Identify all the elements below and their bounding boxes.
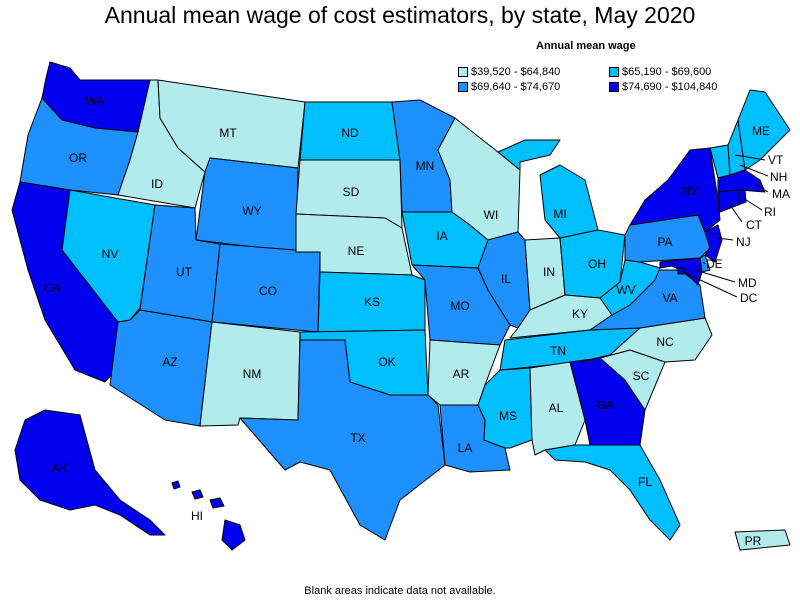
state-label-AZ: AZ [162, 355, 177, 369]
state-label-RI: RI [764, 205, 776, 219]
state-label-NM: NM [243, 367, 262, 381]
state-label-NJ: NJ [736, 235, 751, 249]
legend-item-2: $65,190 - $69,600 [609, 66, 711, 78]
state-label-MD: MD [738, 276, 757, 290]
state-label-MO: MO [450, 299, 469, 313]
leader-MA [754, 183, 769, 193]
state-label-AK: AK [52, 461, 68, 475]
state-label-AR: AR [453, 367, 470, 381]
state-TX[interactable] [239, 339, 446, 541]
legend-swatch-4 [609, 82, 619, 92]
state-label-OR: OR [69, 151, 87, 165]
state-MD[interactable] [659, 257, 703, 286]
state-label-SD: SD [343, 185, 360, 199]
leader-NH [739, 164, 769, 177]
state-label-CO: CO [259, 284, 277, 298]
state-label-MS: MS [499, 409, 517, 423]
state-label-ME: ME [752, 124, 770, 138]
state-label-CT: CT [746, 218, 763, 232]
leader-VT [734, 154, 766, 161]
state-label-GA: GA [596, 398, 613, 412]
state-label-NY: NY [682, 184, 699, 198]
state-AZ[interactable] [109, 309, 213, 427]
state-AK[interactable] [14, 409, 166, 536]
footnote: Blank areas indicate data not available. [304, 585, 496, 597]
state-label-AL: AL [549, 401, 564, 415]
state-label-VA: VA [662, 291, 677, 305]
state-label-OH: OH [588, 257, 606, 271]
legend-label-3: $69,640 - $74,670 [471, 81, 561, 93]
leader-RI [742, 197, 763, 211]
state-label-WI: WI [484, 208, 499, 222]
legend-item-1: $39,520 - $64,840 [458, 66, 560, 78]
legend-label-1: $39,520 - $64,840 [471, 66, 561, 78]
legend-swatch-3 [458, 82, 468, 92]
state-label-NE: NE [348, 244, 365, 258]
state-label-DC: DC [740, 291, 758, 305]
state-label-PA: PA [657, 235, 672, 249]
state-label-NH: NH [770, 170, 787, 184]
state-label-ND: ND [341, 126, 359, 140]
leader-DE [702, 261, 706, 265]
state-label-MI: MI [553, 207, 566, 221]
state-label-FL: FL [638, 475, 652, 489]
state-label-OK: OK [378, 355, 395, 369]
state-label-NC: NC [656, 335, 674, 349]
state-label-NV: NV [102, 247, 119, 261]
state-label-KS: KS [364, 295, 380, 309]
legend-item-4: $74,690 - $104,840 [609, 81, 717, 93]
state-label-TN: TN [550, 344, 566, 358]
state-NC[interactable] [579, 317, 713, 363]
legend-label-4: $74,690 - $104,840 [622, 81, 718, 93]
state-label-UT: UT [176, 265, 193, 279]
legend-swatch-1 [458, 67, 468, 77]
leader-MD [694, 269, 736, 283]
state-NY[interactable] [629, 147, 721, 233]
state-label-IA: IA [436, 229, 447, 243]
state-KS[interactable] [317, 271, 426, 333]
legend-swatch-2 [609, 67, 619, 77]
leader-DC [680, 270, 738, 298]
territory-PR[interactable] [734, 529, 791, 551]
state-labels: WA OR CA ID NV MT WY UT AZ CO NM ND SD NE KS OK TX MN IA MO… [44, 94, 790, 548]
state-RI[interactable] [737, 189, 747, 206]
state-label-WA: WA [86, 94, 105, 108]
map-title: Annual mean wage of cost estimators, by … [104, 2, 696, 28]
state-label-VT: VT [768, 153, 784, 167]
state-label-WY: WY [242, 204, 261, 218]
state-NJ[interactable] [704, 224, 723, 263]
state-label-WV: WV [616, 283, 635, 297]
state-label-PR: PR [745, 534, 762, 548]
state-label-MT: MT [219, 126, 237, 140]
state-label-IN: IN [543, 265, 555, 279]
leader-CT [729, 204, 743, 223]
state-label-IL: IL [501, 272, 511, 286]
state-label-MA: MA [772, 187, 790, 201]
state-label-TX: TX [350, 431, 365, 445]
legend-label-2: $65,190 - $69,600 [622, 66, 712, 78]
state-CT[interactable] [717, 189, 739, 213]
state-FL[interactable] [544, 444, 681, 541]
leader-NJ [717, 237, 734, 241]
state-label-SC: SC [633, 369, 650, 383]
state-label-DE: DE [706, 257, 723, 271]
state-label-CA: CA [44, 281, 61, 295]
state-label-LA: LA [458, 441, 473, 455]
state-label-MN: MN [416, 159, 435, 173]
state-label-HI: HI [191, 509, 203, 523]
state-label-KY: KY [572, 307, 588, 321]
legend-title: Annual mean wage [536, 40, 636, 52]
legend-item-3: $69,640 - $74,670 [458, 81, 560, 93]
state-label-ID: ID [151, 177, 163, 191]
state-HI[interactable] [171, 480, 246, 551]
